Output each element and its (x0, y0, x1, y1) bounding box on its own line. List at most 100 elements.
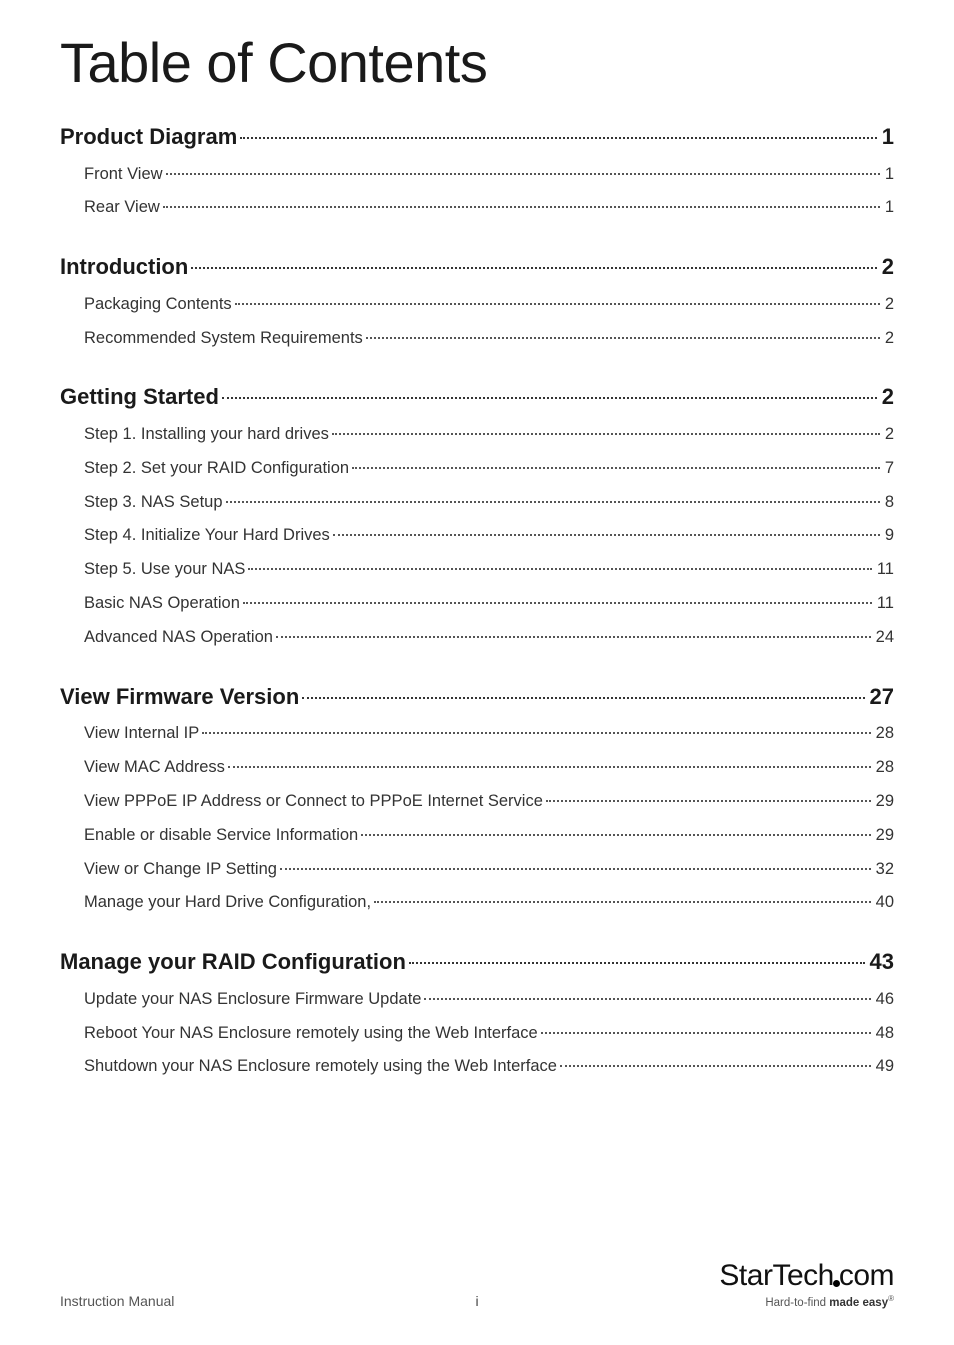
toc-sub-label: Basic NAS Operation (84, 587, 240, 621)
toc-sub-label: Step 4. Initialize Your Hard Drives (84, 519, 330, 553)
toc-sub-item[interactable]: Advanced NAS Operation 24 (84, 621, 894, 655)
logo-tag-b: made easy (829, 1297, 888, 1309)
toc-sub-label: Packaging Contents (84, 288, 232, 322)
toc-sub-item[interactable]: Step 5. Use your NAS 11 (84, 553, 894, 587)
toc-sub-item[interactable]: View Internal IP28 (84, 717, 894, 751)
toc-sub-label: Front View (84, 158, 163, 192)
toc-leader (374, 901, 871, 903)
toc-sub-page: 11 (875, 553, 894, 587)
toc-sub-label: Step 3. NAS Setup (84, 486, 223, 520)
toc-section-label: Getting Started (60, 383, 219, 412)
toc-leader (191, 267, 876, 269)
toc-sub-item[interactable]: Packaging Contents 2 (84, 288, 894, 322)
toc-leader (332, 433, 880, 435)
toc-sub-item[interactable]: Rear View 1 (84, 191, 894, 225)
toc-section-label: Manage your RAID Configuration (60, 948, 406, 977)
toc-sub-page: 2 (883, 322, 894, 356)
toc-leader (163, 206, 880, 208)
toc-sub-item[interactable]: View or Change IP Setting 32 (84, 853, 894, 887)
table-of-contents: Product Diagram 1 Front View 1 Rear View 1 Int… (60, 123, 894, 1084)
toc-sub-label: Step 5. Use your NAS (84, 553, 245, 587)
toc-sub-item[interactable]: View MAC Address 28 (84, 751, 894, 785)
toc-sub-item[interactable]: Step 2. Set your RAID Configuration7 (84, 452, 894, 486)
toc-sub-page: 8 (883, 486, 894, 520)
logo-tagline: Hard-to-find made easy® (719, 1294, 894, 1309)
footer-left-label: Instruction Manual (60, 1293, 174, 1309)
toc-sub-page: 2 (883, 288, 894, 322)
logo-text-b: com (839, 1259, 894, 1292)
toc-sub-item[interactable]: View PPPoE IP Address or Connect to PPPo… (84, 785, 894, 819)
toc-leader (243, 602, 872, 604)
logo-wordmark: StarTechcom (719, 1261, 894, 1291)
toc-section[interactable]: View Firmware Version 27 (60, 683, 894, 712)
toc-sub-label: Advanced NAS Operation (84, 621, 273, 655)
toc-section-page: 1 (880, 123, 894, 152)
toc-sub-page: 7 (883, 452, 894, 486)
toc-sub-page: 49 (874, 1050, 894, 1084)
toc-section-label: Product Diagram (60, 123, 237, 152)
toc-section[interactable]: Introduction 2 (60, 253, 894, 282)
brand-logo: StarTechcom Hard-to-find made easy® (719, 1261, 894, 1309)
toc-sub-page: 28 (874, 751, 894, 785)
toc-sub-item[interactable]: Reboot Your NAS Enclosure remotely using… (84, 1017, 894, 1051)
toc-section[interactable]: Product Diagram 1 (60, 123, 894, 152)
page-footer: Instruction Manual i StarTechcom Hard-to… (60, 1261, 894, 1309)
toc-leader (560, 1065, 871, 1067)
toc-leader (333, 534, 880, 536)
toc-leader (276, 636, 871, 638)
toc-leader (302, 697, 864, 699)
toc-sub-item[interactable]: Basic NAS Operation11 (84, 587, 894, 621)
toc-leader (409, 962, 865, 964)
toc-sub-label: Step 1. Installing your hard drives (84, 418, 329, 452)
toc-sub-page: 29 (874, 819, 894, 853)
toc-sub-page: 32 (874, 853, 894, 887)
toc-leader (226, 501, 880, 503)
toc-leader (228, 766, 871, 768)
toc-sub-page: 28 (874, 717, 894, 751)
footer-page-number: i (475, 1293, 478, 1309)
toc-sub-label: Update your NAS Enclosure Firmware Updat… (84, 983, 421, 1017)
toc-sub-page: 40 (874, 886, 894, 920)
toc-sub-page: 46 (874, 983, 894, 1017)
toc-sub-item[interactable]: Step 1. Installing your hard drives2 (84, 418, 894, 452)
toc-section-label: View Firmware Version (60, 683, 299, 712)
toc-sub-page: 9 (883, 519, 894, 553)
toc-sub-item[interactable]: Recommended System Requirements2 (84, 322, 894, 356)
toc-section-page: 27 (868, 683, 894, 712)
toc-sub-item[interactable]: Step 3. NAS Setup 8 (84, 486, 894, 520)
toc-section-page: 2 (880, 383, 894, 412)
toc-sub-page: 1 (883, 158, 894, 192)
toc-sub-label: Rear View (84, 191, 160, 225)
toc-sub-item[interactable]: Front View 1 (84, 158, 894, 192)
toc-sub-label: View or Change IP Setting (84, 853, 277, 887)
toc-leader (366, 337, 880, 339)
toc-section-label: Introduction (60, 253, 188, 282)
toc-leader (222, 397, 877, 399)
toc-section-page: 2 (880, 253, 894, 282)
toc-sub-item[interactable]: Step 4. Initialize Your Hard Drives 9 (84, 519, 894, 553)
toc-section[interactable]: Manage your RAID Configuration 43 (60, 948, 894, 977)
toc-leader (361, 834, 870, 836)
toc-sub-page: 24 (874, 621, 894, 655)
toc-sub-item[interactable]: Update your NAS Enclosure Firmware Updat… (84, 983, 894, 1017)
toc-leader (235, 303, 880, 305)
toc-leader (546, 800, 871, 802)
logo-tag-a: Hard-to-find (765, 1297, 829, 1309)
toc-sub-label: Manage your Hard Drive Configuration, (84, 886, 371, 920)
toc-sub-page: 1 (883, 191, 894, 225)
toc-sub-label: Enable or disable Service Information (84, 819, 358, 853)
toc-section[interactable]: Getting Started 2 (60, 383, 894, 412)
toc-leader (280, 868, 871, 870)
toc-leader (248, 568, 871, 570)
logo-dot-icon (833, 1280, 840, 1287)
toc-leader (166, 173, 880, 175)
toc-sub-item[interactable]: Enable or disable Service Information 29 (84, 819, 894, 853)
toc-sub-item[interactable]: Shutdown your NAS Enclosure remotely usi… (84, 1050, 894, 1084)
toc-sub-label: View PPPoE IP Address or Connect to PPPo… (84, 785, 543, 819)
toc-sub-item[interactable]: Manage your Hard Drive Configuration, 40 (84, 886, 894, 920)
toc-sub-label: View MAC Address (84, 751, 225, 785)
toc-leader (541, 1032, 871, 1034)
page-title: Table of Contents (60, 30, 894, 95)
toc-leader (424, 998, 870, 1000)
toc-section-page: 43 (868, 948, 894, 977)
